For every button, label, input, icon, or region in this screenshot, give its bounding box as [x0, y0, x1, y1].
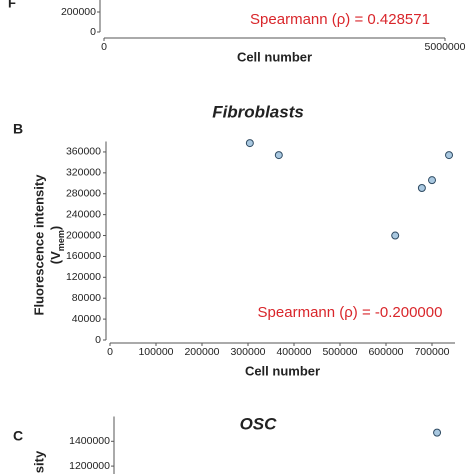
x-tick-label: 300000	[230, 346, 265, 358]
point	[433, 428, 442, 437]
y-axis-label: sity	[31, 450, 46, 473]
annotation: Spearmann (ρ) = 0.428571	[250, 11, 430, 28]
panel-label: B	[13, 121, 23, 137]
x-tick-label: 0	[107, 346, 113, 358]
y-tick-label: 200000	[61, 6, 96, 18]
y-axis-label-unit: (Vmem)	[48, 226, 66, 264]
annotation: Spearmann (ρ) = -0.200000	[258, 304, 443, 321]
x-tick-label: 700000	[414, 346, 449, 358]
point	[428, 176, 436, 185]
chart-title: Fibroblasts	[212, 102, 304, 121]
y-axis-label: Fluorescence intensity	[31, 174, 46, 316]
y-tick-label: 320000	[66, 167, 101, 179]
y-axis-label-part: mem	[56, 230, 66, 251]
x-tick-label: 500000	[322, 346, 357, 358]
y-tick-label: 1400000	[69, 435, 110, 447]
y-tick-label: 160000	[66, 250, 101, 262]
x-axis-label: Cell number	[237, 49, 312, 64]
chart-title: OSC	[240, 414, 278, 433]
x-tick-label: 0	[101, 41, 107, 53]
y-tick-label: 1200000	[69, 460, 110, 472]
x-tick-label: 200000	[184, 346, 219, 358]
y-tick-label: 200000	[66, 229, 101, 241]
y-tick-label: 240000	[66, 208, 101, 220]
y-tick-label: 120000	[66, 271, 101, 283]
point	[417, 183, 426, 192]
y-axis-label: F	[8, 0, 16, 10]
x-tick-label: 5000000	[425, 41, 466, 53]
point	[391, 231, 400, 240]
x-tick-label: 100000	[138, 346, 173, 358]
y-tick-label: 280000	[66, 188, 101, 200]
y-tick-label: 0	[95, 334, 101, 346]
y-axis-label-part: (V	[48, 251, 63, 264]
x-tick-label: 400000	[276, 346, 311, 358]
point	[274, 151, 283, 160]
y-tick-label: 80000	[72, 292, 101, 304]
point	[245, 139, 254, 148]
y-tick-label: 360000	[66, 146, 101, 158]
y-tick-label: 0	[90, 26, 96, 38]
x-tick-label: 600000	[368, 346, 403, 358]
x-axis-label: Cell number	[245, 363, 320, 378]
point	[445, 151, 454, 160]
y-tick-label: 40000	[72, 313, 101, 325]
y-axis-label-part: )	[48, 226, 63, 230]
panel-label: C	[13, 428, 23, 444]
